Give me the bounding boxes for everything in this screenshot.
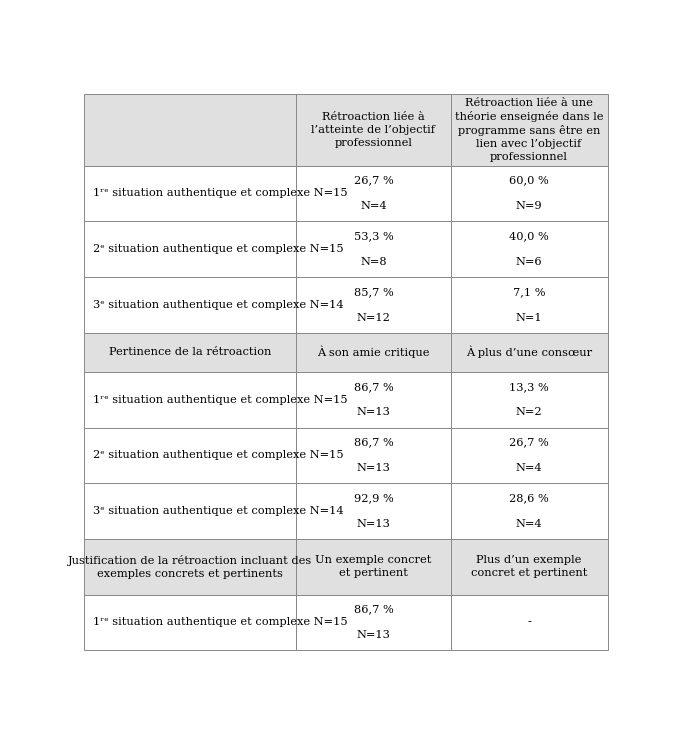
Text: À son amie critique: À son amie critique — [317, 346, 430, 358]
Text: Rétroaction liée à une
théorie enseignée dans le
programme sans être en
lien ave: Rétroaction liée à une théorie enseignée… — [455, 98, 603, 161]
Text: 2ᵉ situation authentique et complexe N=15: 2ᵉ situation authentique et complexe N=1… — [93, 450, 344, 461]
Bar — [296, 332, 451, 372]
Text: 85,7 %

N=12: 85,7 % N=12 — [354, 287, 394, 323]
Bar — [451, 332, 608, 372]
Bar — [451, 221, 608, 277]
Bar — [296, 483, 451, 539]
Text: Pertinence de la rétroaction: Pertinence de la rétroaction — [109, 347, 271, 357]
Text: 7,1 %

N=1: 7,1 % N=1 — [513, 287, 545, 323]
Text: Rétroaction liée à
l’atteinte de l’objectif
professionnel: Rétroaction liée à l’atteinte de l’objec… — [311, 112, 435, 147]
Text: 40,0 %

N=6: 40,0 % N=6 — [509, 231, 549, 267]
Text: 3ᵉ situation authentique et complexe N=14: 3ᵉ situation authentique et complexe N=1… — [93, 300, 344, 310]
Bar — [84, 483, 296, 539]
Bar — [84, 332, 296, 372]
Bar — [84, 277, 296, 332]
Text: 26,7 %

N=4: 26,7 % N=4 — [509, 438, 549, 473]
Text: 1ʳᵉ situation authentique et complexe N=15: 1ʳᵉ situation authentique et complexe N=… — [93, 395, 348, 405]
Bar — [84, 427, 296, 483]
Text: 26,7 %

N=4: 26,7 % N=4 — [354, 175, 394, 211]
Text: 53,3 %

N=8: 53,3 % N=8 — [354, 231, 394, 267]
Bar — [296, 94, 451, 166]
Bar — [451, 427, 608, 483]
Text: Justification de la rétroaction incluant des
exemples concrets et pertinents: Justification de la rétroaction incluant… — [68, 555, 313, 579]
Bar — [451, 372, 608, 427]
Text: 2ᵉ situation authentique et complexe N=15: 2ᵉ situation authentique et complexe N=1… — [93, 244, 344, 254]
Bar — [451, 483, 608, 539]
Text: Un exemple concret
et pertinent: Un exemple concret et pertinent — [315, 555, 431, 578]
Bar — [296, 595, 451, 650]
Bar — [296, 221, 451, 277]
Bar — [84, 595, 296, 650]
Text: 3ᵉ situation authentique et complexe N=14: 3ᵉ situation authentique et complexe N=1… — [93, 506, 344, 516]
Text: 86,7 %

N=13: 86,7 % N=13 — [354, 604, 394, 640]
Bar — [451, 277, 608, 332]
Bar — [451, 166, 608, 221]
Bar — [84, 94, 296, 166]
Bar — [296, 166, 451, 221]
Bar — [84, 166, 296, 221]
Text: 1ʳᵉ situation authentique et complexe N=15: 1ʳᵉ situation authentique et complexe N=… — [93, 618, 348, 627]
Text: 28,6 %

N=4: 28,6 % N=4 — [509, 493, 549, 529]
Bar — [84, 539, 296, 595]
Text: 13,3 %

N=2: 13,3 % N=2 — [509, 382, 549, 417]
Text: 92,9 %

N=13: 92,9 % N=13 — [354, 493, 394, 529]
Bar — [84, 372, 296, 427]
Text: -: - — [527, 618, 531, 627]
Bar — [296, 539, 451, 595]
Text: Plus d’un exemple
concret et pertinent: Plus d’un exemple concret et pertinent — [471, 555, 587, 578]
Bar — [451, 94, 608, 166]
Bar — [84, 221, 296, 277]
Text: 1ʳᵉ situation authentique et complexe N=15: 1ʳᵉ situation authentique et complexe N=… — [93, 189, 348, 198]
Text: 86,7 %

N=13: 86,7 % N=13 — [354, 438, 394, 473]
Text: 86,7 %

N=13: 86,7 % N=13 — [354, 382, 394, 417]
Text: À plus d’une consœur: À plus d’une consœur — [466, 346, 592, 358]
Bar — [296, 427, 451, 483]
Bar — [296, 277, 451, 332]
Bar — [296, 372, 451, 427]
Text: 60,0 %

N=9: 60,0 % N=9 — [509, 175, 549, 211]
Bar — [451, 595, 608, 650]
Bar — [451, 539, 608, 595]
